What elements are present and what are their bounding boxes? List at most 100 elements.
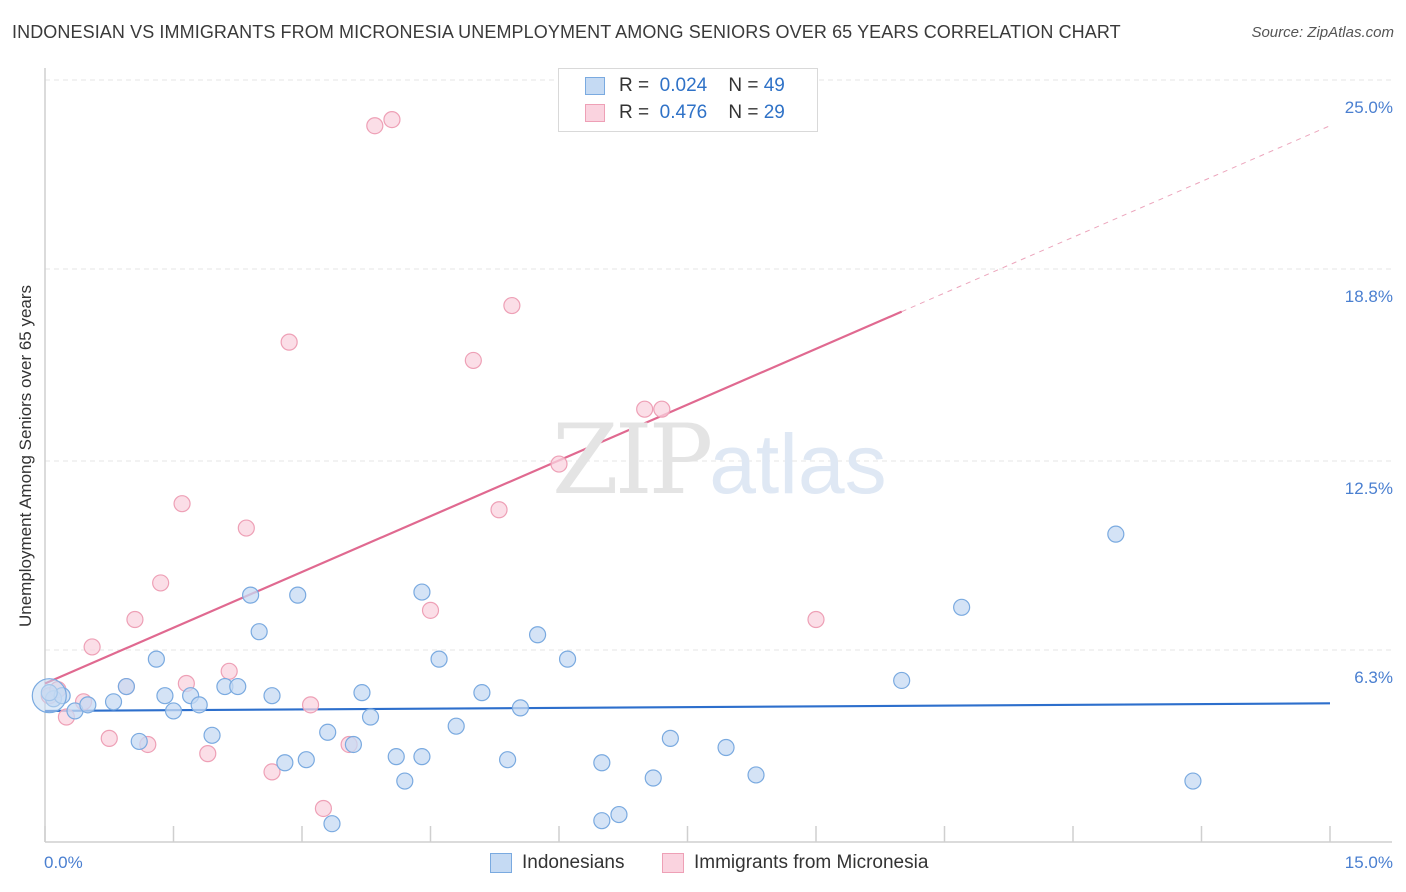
- indonesian-point: [79, 696, 97, 714]
- indonesian-point: [430, 650, 448, 668]
- legend-n-value: 49: [763, 75, 785, 96]
- indonesian-point: [353, 684, 371, 702]
- micronesia-point: [653, 400, 671, 418]
- micronesia-point: [383, 111, 401, 129]
- micronesia-point: [421, 601, 440, 619]
- indonesian-point: [164, 702, 183, 720]
- y-tick-label: 6.3%: [1354, 668, 1393, 687]
- indonesian-point: [319, 723, 337, 741]
- x-tick-label: 0.0%: [44, 853, 83, 872]
- indonesian-point: [242, 586, 260, 604]
- indonesian-point: [447, 717, 465, 735]
- legend-label: Indonesians: [522, 852, 625, 873]
- trend-lines: [44, 125, 1331, 713]
- legend-item-micronesia: Immigrants from Micronesia: [662, 852, 962, 876]
- micronesia-point: [490, 501, 508, 519]
- legend-swatch-blue: [585, 77, 605, 95]
- indonesian-point: [593, 812, 611, 830]
- indonesian-point: [297, 751, 315, 769]
- micronesia-trend-line: [44, 310, 903, 685]
- source-label: Source: ZipAtlas.com: [1251, 24, 1394, 41]
- micronesia-point: [807, 610, 825, 629]
- legend-r-label: R =: [619, 75, 650, 96]
- legend-item-indonesians: Indonesians: [490, 852, 650, 876]
- indonesian-point: [747, 766, 765, 784]
- indonesian-point: [528, 626, 547, 644]
- axes: [44, 68, 1392, 843]
- indonesian-point: [717, 738, 735, 757]
- indonesian-point: [289, 586, 307, 604]
- micronesia-point: [280, 333, 298, 351]
- legend-swatch-blue: [490, 853, 512, 873]
- indonesian-point: [1107, 525, 1125, 543]
- micronesia-trend-extension: [901, 125, 1331, 313]
- legend-label: Immigrants from Micronesia: [694, 852, 929, 873]
- y-axis-label: Unemployment Among Seniors over 65 years: [16, 284, 35, 628]
- micronesia-point: [314, 799, 333, 818]
- indonesian-point: [190, 696, 208, 714]
- micronesia-point: [503, 296, 521, 315]
- legend-swatch-pink: [585, 104, 605, 122]
- indonesian-point: [361, 708, 380, 726]
- indonesian-point: [263, 687, 281, 705]
- micronesia-point: [100, 729, 118, 747]
- watermark-zip: ZIP: [552, 404, 713, 516]
- micronesia-point: [263, 763, 281, 781]
- indonesian-point: [344, 735, 362, 754]
- indonesian-point: [156, 687, 174, 705]
- micronesia-point: [220, 662, 238, 680]
- micronesia-point: [83, 638, 101, 656]
- indonesian-point: [610, 805, 628, 824]
- legend-r-value: 0.476: [659, 102, 708, 123]
- micronesia-point: [550, 455, 568, 473]
- indonesian-point: [473, 684, 491, 702]
- indonesian-point: [130, 732, 148, 751]
- indonesian-point-cluster: [31, 678, 67, 714]
- indonesian-point: [229, 677, 247, 696]
- legend-r-value: 0.024: [659, 75, 708, 96]
- micronesia-point: [636, 400, 654, 418]
- micronesia-point: [366, 117, 384, 135]
- legend-swatch-pink: [662, 853, 684, 873]
- indonesian-point: [1184, 772, 1202, 790]
- micronesia-point: [464, 351, 482, 370]
- data-points: [31, 111, 1202, 833]
- indonesian-point: [661, 729, 679, 747]
- legend-n-value: 29: [763, 102, 785, 123]
- y-tick-label: 18.8%: [1345, 287, 1393, 306]
- legend-n-label: N =: [728, 75, 759, 96]
- watermark-atlas: atlas: [709, 417, 887, 511]
- indonesian-point: [276, 754, 294, 772]
- indonesian-point: [323, 815, 341, 833]
- micronesia-point: [301, 696, 320, 714]
- indonesian-point: [250, 623, 268, 641]
- chart-title: INDONESIAN VS IMMIGRANTS FROM MICRONESIA…: [12, 22, 1121, 42]
- indonesian-point: [558, 650, 577, 668]
- indonesian-point: [387, 748, 405, 766]
- tick-labels: 6.3% 12.5% 18.8% 25.0% 0.0% 15.0%: [44, 98, 1393, 872]
- correlation-legend: R = 0.024 N = 49 R = 0.476 N = 29: [558, 68, 818, 132]
- indonesian-point: [953, 598, 971, 616]
- indonesian-point: [203, 726, 221, 744]
- micronesia-point: [126, 610, 144, 629]
- y-tick-label: 25.0%: [1345, 98, 1393, 117]
- indonesian-point: [644, 769, 662, 787]
- legend-n-label: N =: [728, 102, 759, 123]
- legend-r-label: R =: [619, 102, 650, 123]
- indonesian-point: [147, 650, 165, 668]
- indonesian-point: [104, 693, 123, 711]
- y-tick-label: 12.5%: [1345, 479, 1393, 498]
- indonesian-point: [893, 671, 911, 690]
- indonesian-trend-line: [44, 702, 1331, 713]
- micronesia-point: [237, 519, 255, 537]
- x-tick-label: 15.0%: [1345, 853, 1393, 872]
- micronesia-point: [173, 495, 191, 513]
- indonesian-point: [413, 748, 431, 766]
- indonesian-point: [593, 754, 611, 772]
- gridlines: [45, 79, 1392, 651]
- watermark: ZIPatlas: [552, 404, 887, 516]
- micronesia-point: [152, 574, 170, 592]
- indonesian-point: [511, 699, 530, 717]
- indonesian-point: [396, 772, 414, 790]
